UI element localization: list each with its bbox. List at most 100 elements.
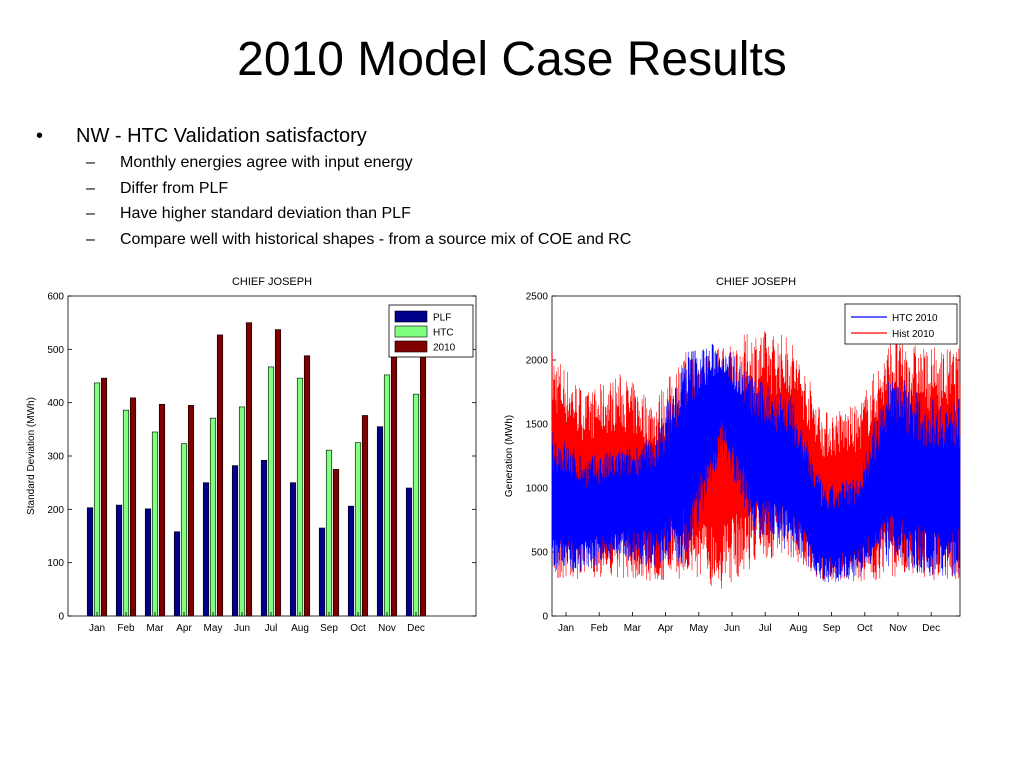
bar-2010 [216, 334, 224, 617]
bar-2010 [158, 403, 166, 617]
y-tick-label: 0 [58, 612, 64, 623]
bar-plf [347, 505, 355, 617]
bar-htc [267, 366, 275, 617]
y-tick-label: 2500 [526, 292, 549, 303]
x-tick-label: Nov [889, 623, 907, 634]
bullet-list: • NW - HTC Validation satisfactory – Mon… [36, 122, 996, 252]
y-tick-label: 600 [47, 292, 64, 303]
legend-swatch [394, 340, 428, 353]
bar-htc [383, 374, 391, 617]
bar-plf [231, 465, 239, 617]
y-axis-label: Standard Deviation (MWh) [26, 397, 37, 515]
bar-2010 [390, 357, 398, 617]
bar-htc [93, 382, 101, 617]
dash-marker: – [86, 230, 95, 248]
bar-2010 [245, 322, 253, 617]
bar-plf [202, 482, 210, 617]
y-tick-label: 1500 [526, 420, 549, 431]
bar-2010 [361, 415, 369, 617]
x-tick-label: Jul [759, 623, 772, 634]
bar-2010 [419, 350, 427, 617]
bar-2010 [100, 377, 108, 617]
bar-htc [325, 449, 333, 617]
subbullet-item: – Monthly energies agree with input ener… [36, 150, 996, 176]
x-tick-label: Jul [265, 623, 278, 634]
legend-label: HTC 2010 [892, 313, 938, 324]
bar-htc [354, 442, 362, 617]
x-tick-label: Jun [724, 623, 740, 634]
x-tick-label: Dec [922, 623, 940, 634]
legend-swatch [394, 310, 428, 323]
x-tick-label: May [204, 623, 223, 634]
x-tick-label: Nov [378, 623, 396, 634]
subbullet-item: – Compare well with historical shapes - … [36, 227, 996, 253]
x-tick-label: Dec [407, 623, 425, 634]
bar-plf [260, 459, 268, 617]
legend-label: PLF [433, 313, 451, 324]
y-tick-label: 200 [47, 505, 64, 516]
x-tick-label: Jan [558, 623, 574, 634]
bar-htc [151, 431, 159, 617]
bar-plf [173, 531, 181, 617]
x-tick-label: Mar [146, 623, 164, 634]
x-tick-label: Feb [591, 623, 609, 634]
x-tick-label: Apr [176, 623, 192, 634]
chart-title: CHIEF JOSEPH [716, 276, 796, 288]
subbullet-text: Compare well with historical shapes - fr… [120, 230, 632, 248]
bar-htc [412, 393, 420, 617]
x-tick-label: Aug [790, 623, 808, 634]
generation-line-chart: CHIEF JOSEPH 0 500 1000 1500 2000 2500 Generati… [504, 276, 961, 634]
x-tick-label: Oct [350, 623, 366, 634]
bar-htc [296, 377, 304, 617]
bar-htc [180, 443, 188, 617]
x-tick-label: Feb [117, 623, 135, 634]
bar-plf [115, 504, 123, 617]
y-tick-label: 0 [542, 612, 548, 623]
x-tick-label: Mar [624, 623, 642, 634]
x-tick-label: May [689, 623, 708, 634]
subbullet-text: Monthly energies agree with input energy [120, 154, 413, 171]
series-line-htc [551, 343, 961, 583]
subbullet-text: Differ from PLF [120, 179, 229, 197]
bar-htc [209, 417, 217, 617]
legend-label: HTC [433, 328, 454, 339]
legend-box [844, 303, 958, 345]
legend-swatch [394, 325, 428, 338]
bar-plf [86, 507, 94, 617]
bar-2010 [129, 397, 137, 617]
bar-plf [405, 487, 413, 617]
dash-marker: – [86, 179, 95, 197]
bar-htc [238, 406, 246, 617]
bar-plf [289, 482, 297, 617]
subbullet-text: Have higher standard deviation than PLF [120, 205, 411, 222]
bullet-text: NW - HTC Validation satisfactory [76, 125, 367, 147]
y-tick-label: 500 [531, 548, 548, 559]
y-axis-label: Generation (MWh) [504, 415, 515, 497]
bullet-item: • NW - HTC Validation satisfactory [36, 122, 996, 150]
subbullet-item: – Differ from PLF [36, 176, 996, 202]
chart-title: CHIEF JOSEPH [232, 276, 312, 288]
y-tick-label: 500 [47, 345, 64, 356]
x-tick-label: Aug [291, 623, 309, 634]
legend: HTC 2010 Hist 2010 [844, 303, 958, 345]
x-tick-label: Oct [857, 623, 873, 634]
slide-title: 2010 Model Case Results [237, 33, 787, 86]
dash-marker: – [86, 205, 95, 222]
x-tick-label: Jun [234, 623, 250, 634]
dash-marker: – [86, 154, 95, 171]
y-tick-label: 2000 [526, 356, 549, 367]
legend: PLF HTC 2010 [388, 304, 474, 358]
x-tick-label: Apr [658, 623, 674, 634]
bar-2010 [274, 329, 282, 617]
bar-2010 [187, 405, 195, 617]
y-tick-label: 400 [47, 398, 64, 409]
legend-label: 2010 [433, 343, 456, 354]
y-tick-label: 100 [47, 558, 64, 569]
legend-label: Hist 2010 [892, 329, 935, 340]
subbullet-item: – Have higher standard deviation than PL… [36, 201, 996, 227]
std-dev-bar-chart: CHIEF JOSEPH 0 100 200 300 400 500 600 Standard … [26, 276, 477, 634]
bar-plf [144, 508, 152, 617]
bullet-marker: • [36, 125, 44, 147]
x-tick-label: Sep [823, 623, 841, 634]
bar-plf [318, 527, 326, 617]
